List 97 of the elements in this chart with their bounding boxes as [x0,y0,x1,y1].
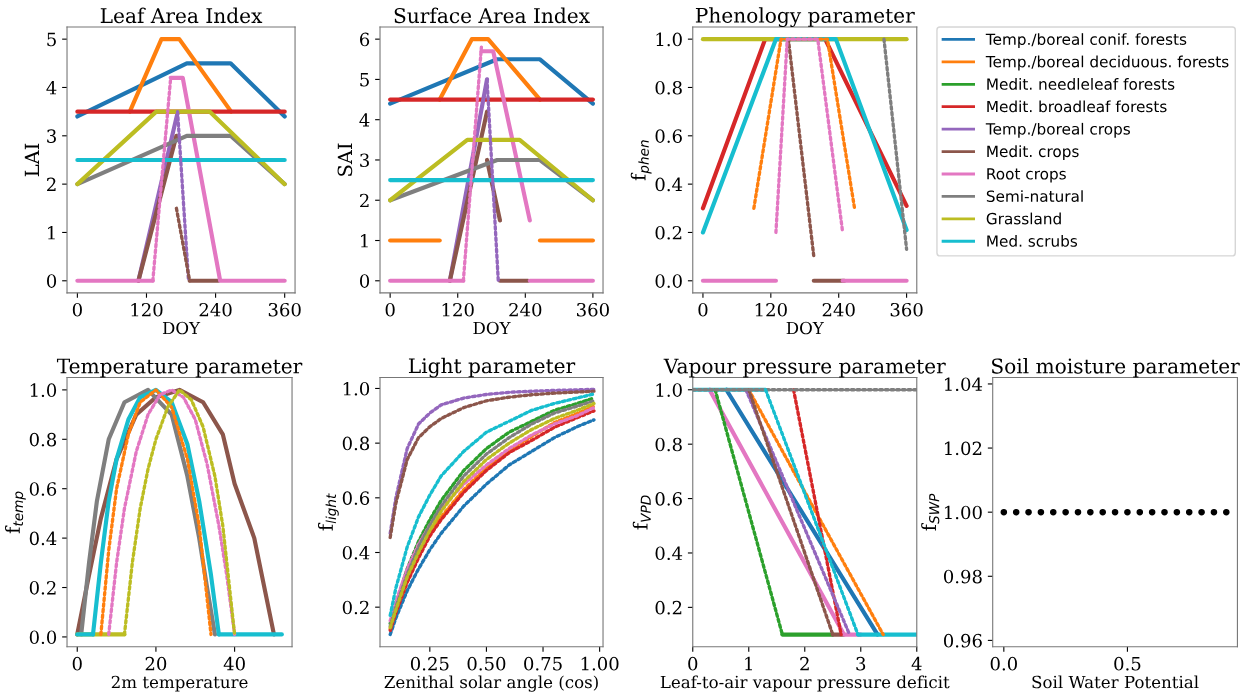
y-axis-title: f$_{light}$ [317,493,339,531]
y-tick-label: 1 [361,233,368,248]
x-tick-label: 1.00 [581,656,619,671]
x-tick-label: 0.25 [410,656,449,671]
x-tick-label: 0.75 [524,656,562,671]
y-tick-label: 1.00 [944,505,982,520]
x-tick-label: 1 [745,656,752,671]
y-tick-label: 0.4 [655,177,683,192]
x-axis-title: DOY [473,321,511,335]
x-tick-label: 20 [145,656,167,671]
chart-title: Temperature parameter [56,358,303,378]
y-axis-title: LAI [24,143,39,177]
legend-label: Root crops [987,168,1066,183]
y-tick-label: 2 [47,177,56,191]
y-tick-label: 0.4 [29,531,57,546]
x-tick-label: 0 [72,302,82,317]
x-tick-label: 0 [72,656,82,671]
y-axis-title: SAI [337,143,353,176]
chart-title: Vapour pressure parameter [663,358,946,378]
y-tick-label: 0.2 [655,600,682,615]
y-tick-label: 0.8 [29,432,57,447]
y-tick-label: 1.04 [944,377,983,392]
y-tick-label: 3 [47,129,56,143]
y-tick-label: 5 [47,32,56,47]
y-tick-label: 1.0 [656,32,682,47]
y-tick-label: 0.8 [655,80,682,95]
y-tick-label: 2 [360,193,369,208]
y-tick-label: 5 [360,73,369,87]
y-tick-label: 0.4 [655,546,683,561]
x-tick-label: 240 [509,302,542,317]
x-tick-label: 0.50 [467,656,506,671]
y-tick-label: 1.0 [343,381,370,396]
y-tick-label: 0 [47,274,57,288]
x-tick-label: 0 [688,656,698,671]
y-axis-title: f$_{VPD}$ [632,495,651,530]
y-tick-label: 0.2 [342,600,369,615]
y-tick-label: 0.2 [29,580,56,595]
legend-label: Medit. needleleaf forests [987,78,1175,90]
x-axis-title: Zenithal solar angle (cos) [384,675,598,692]
legend-label: Medit. crops [987,145,1079,161]
x-axis-title: DOY [162,321,201,335]
x-tick-label: 0.0 [990,656,1017,671]
y-tick-label: 1.0 [656,383,682,397]
x-axis-title: DOY [786,321,824,335]
y-tick-label: 6 [360,32,370,47]
y-tick-label: 3 [360,153,369,168]
y-tick-label: 4 [359,113,370,127]
legend-label: Temp./boreal deciduous. forests [985,55,1229,71]
y-tick-label: 0.6 [655,129,682,143]
legend-label: Temp./boreal crops [985,122,1130,138]
y-tick-label: 0 [359,274,370,288]
y-tick-label: 0.0 [29,630,57,645]
chart-title: Leaf Area Index [100,7,263,24]
x-tick-label: 0 [698,302,708,317]
legend-label: Grassland [986,212,1061,225]
y-tick-label: 0.4 [342,545,370,560]
y-tick-label: 4 [46,80,57,95]
x-tick-label: 360 [268,302,301,317]
x-tick-label: 360 [890,302,923,317]
x-tick-label: 2 [800,656,809,671]
y-axis-title: f$_{temp}$ [5,491,26,534]
y-tick-label: 0.6 [655,492,682,506]
x-tick-label: 120 [131,302,163,317]
y-tick-label: 0.6 [342,491,370,505]
legend-label: Semi-natural [986,190,1083,202]
y-tick-label: 0.2 [655,225,682,240]
y-tick-label: 0.0 [655,274,682,288]
x-tick-label: 240 [199,302,232,317]
y-tick-label: 0.8 [655,437,682,452]
y-tick-label: 0.98 [943,569,982,584]
x-tick-label: 360 [577,302,609,317]
y-tick-label: 1 [48,225,55,240]
y-axis-title: f$_{phen}$ [630,140,652,181]
x-tick-label: 120 [442,302,474,317]
x-tick-label: 0 [385,302,395,317]
chart-title: Surface Area Index [394,7,590,24]
y-tick-label: 1.0 [30,383,57,397]
y-tick-label: 0.6 [29,482,57,496]
chart-title: Soil moisture parameter [992,358,1240,378]
x-tick-label: 240 [822,302,855,317]
x-tick-label: 120 [755,302,787,317]
legend-label: Med. scrubs [987,235,1078,247]
x-tick-label: 4 [911,656,922,671]
chart-title: Light parameter [408,357,576,378]
x-tick-label: 0.5 [1114,656,1141,671]
legend-label: Medit. broadleaf forests [987,100,1167,113]
y-tick-label: 0.8 [342,436,370,451]
y-tick-label: 0.96 [943,633,982,648]
chart-title: Phenology parameter [695,7,915,28]
x-tick-label: 3 [856,656,866,671]
x-tick-label: 40 [223,656,245,671]
x-axis-title: Leaf-to-air vapour pressure deficit [660,675,950,692]
x-axis-title: 2m temperature [111,675,248,692]
y-axis-title: f$_{SWP}$ [921,493,940,531]
x-axis-title: Soil Water Potential [1032,675,1199,689]
legend-label: Temp./boreal conif. forests [985,33,1187,48]
y-tick-label: 1.02 [944,441,982,456]
